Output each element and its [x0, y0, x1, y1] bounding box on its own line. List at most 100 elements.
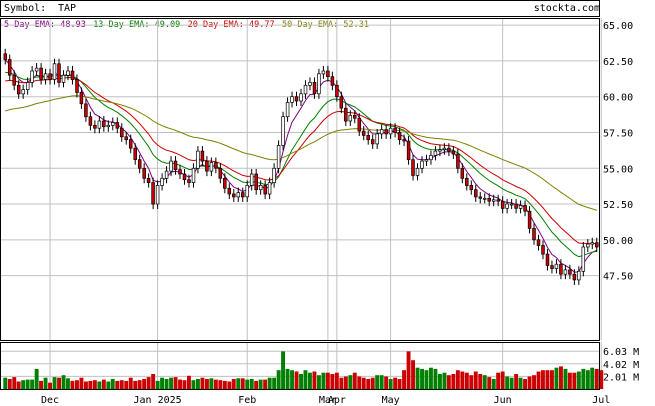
- volume-bar: [482, 375, 487, 389]
- volume-bar: [518, 377, 523, 389]
- price-axis-labels: 65.00 62.50 60.00 57.50 55.00 52.50 50.00 47.50: [603, 21, 633, 282]
- candle-body: [303, 84, 308, 95]
- volume-bar: [290, 370, 294, 389]
- candle-body: [541, 245, 545, 255]
- candle-body: [361, 130, 366, 136]
- candle-body: [482, 197, 487, 200]
- candle-body: [173, 160, 178, 171]
- candle-body: [178, 169, 182, 175]
- volume-bar: [101, 379, 106, 389]
- candle-body: [487, 197, 491, 202]
- site-name: stockta.com: [534, 3, 600, 14]
- candle-body: [568, 269, 572, 275]
- candle-body: [465, 177, 469, 186]
- candle-body: [572, 273, 577, 281]
- date-tick-label: Jan 2025: [134, 395, 182, 406]
- candle-body: [321, 70, 326, 75]
- candle-body: [75, 79, 79, 93]
- volume-bar: [267, 377, 272, 389]
- price-tick-label: 57.50: [603, 128, 633, 139]
- volume-bar: [361, 377, 366, 389]
- candle-body: [357, 117, 362, 132]
- volume-bar: [66, 378, 70, 389]
- volume-bar: [196, 379, 200, 389]
- volume-bar: [460, 371, 465, 389]
- candle-body: [191, 167, 196, 183]
- volume-bar: [478, 374, 483, 389]
- volume-bar: [155, 380, 160, 389]
- volume-bar: [581, 368, 586, 389]
- volume-bar: [576, 371, 581, 389]
- candle-body: [317, 73, 321, 95]
- volume-bar: [173, 377, 178, 389]
- candle-body: [330, 76, 335, 86]
- volume-bar: [370, 377, 375, 389]
- candle-body: [16, 84, 21, 95]
- volume-bar: [231, 379, 236, 389]
- candle-body: [97, 120, 102, 129]
- volume-bar: [429, 367, 433, 389]
- volume-bar: [227, 381, 232, 389]
- volume-bar: [294, 371, 299, 389]
- volume-bar: [7, 379, 12, 389]
- volume-bar: [438, 374, 442, 389]
- volume-bar: [590, 367, 595, 389]
- volume-tick-label: 2.01 M: [603, 372, 639, 383]
- candle-body: [21, 89, 25, 95]
- volume-bar: [299, 374, 303, 389]
- volume-bar: [550, 370, 554, 389]
- candle-body: [523, 205, 527, 212]
- price-tick-label: 47.50: [603, 272, 633, 283]
- candle-body: [88, 116, 93, 126]
- volume-bar: [446, 375, 451, 389]
- volume-bar: [57, 377, 61, 389]
- volume-bar: [79, 377, 84, 389]
- candle-body: [214, 162, 218, 169]
- volume-bar: [424, 370, 429, 389]
- volume-bar: [70, 380, 75, 389]
- volume-bar: [393, 377, 398, 389]
- candle-body: [34, 67, 39, 72]
- volume-bar: [97, 381, 102, 389]
- ema-13-line: [5, 71, 597, 258]
- candle-body: [500, 200, 505, 209]
- candle-body: [433, 150, 438, 156]
- candle-body: [236, 192, 241, 198]
- candle-body: [232, 193, 236, 198]
- volume-bars: [3, 351, 604, 389]
- candle-body: [3, 53, 8, 60]
- volume-bar: [554, 367, 559, 389]
- candle-body: [456, 153, 460, 169]
- candle-body: [411, 159, 415, 176]
- volume-bar: [352, 372, 357, 389]
- candle-body: [491, 199, 496, 202]
- date-tick-label: Mar: [319, 395, 337, 406]
- volume-bar: [281, 351, 285, 389]
- volume-bar: [182, 380, 187, 389]
- candle-body: [590, 242, 595, 245]
- candle-body: [397, 132, 402, 141]
- volume-bar: [536, 371, 541, 389]
- grid-lines: [0, 18, 602, 389]
- candle-body: [505, 203, 509, 209]
- volume-bar: [491, 379, 496, 389]
- candle-body: [137, 159, 142, 169]
- volume-bar: [317, 375, 321, 389]
- candle-body: [146, 177, 151, 183]
- date-tick-label: Jun: [494, 395, 512, 406]
- candle-body: [420, 160, 424, 169]
- symbol-label: Symbol:: [4, 3, 46, 14]
- candle-body: [424, 159, 429, 162]
- date-tick-label: May: [382, 395, 400, 406]
- volume-bar: [308, 372, 312, 389]
- candle-body: [66, 70, 70, 76]
- candle-body: [155, 185, 160, 205]
- volume-bar: [236, 378, 241, 389]
- volume-bar: [209, 378, 214, 389]
- volume-bar: [164, 379, 169, 389]
- candle-body: [52, 63, 57, 80]
- volume-bar: [169, 377, 173, 389]
- volume-bar: [343, 376, 348, 389]
- volume-bar: [523, 379, 527, 389]
